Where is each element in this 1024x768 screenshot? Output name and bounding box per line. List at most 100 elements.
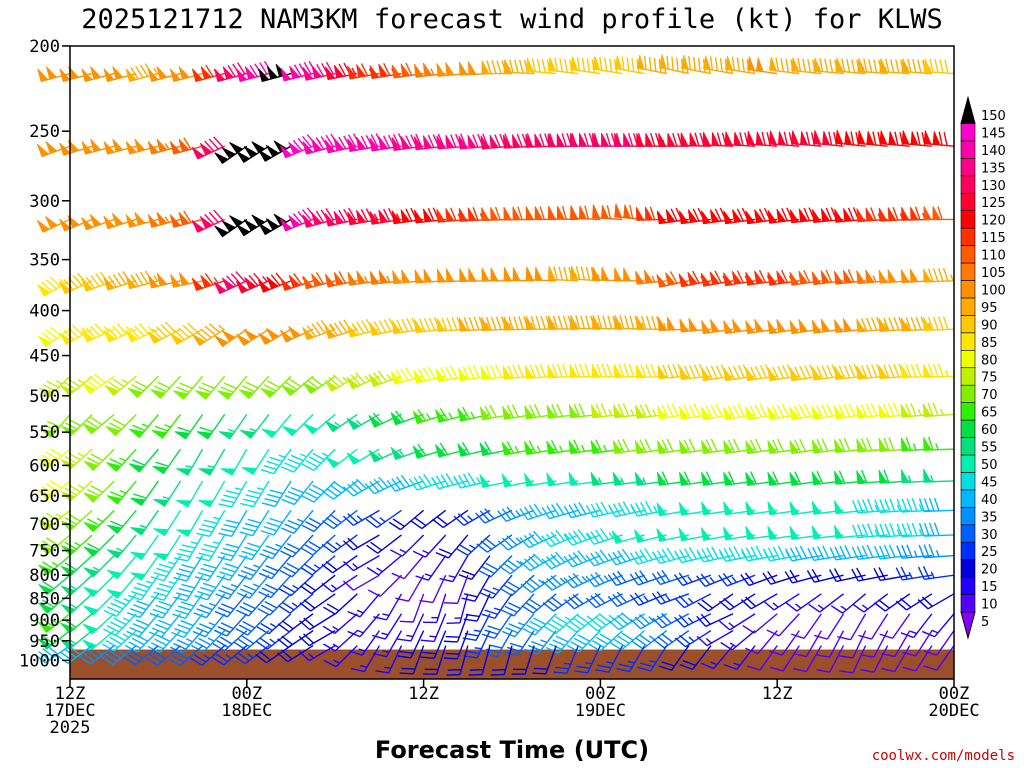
wind-barb (368, 412, 402, 428)
wind-barb (196, 414, 226, 440)
wind-barb (463, 630, 491, 659)
wind-barb (81, 373, 115, 394)
wind-barb (218, 509, 248, 538)
colorbar-label: 40 (981, 493, 998, 508)
wind-barb (881, 645, 911, 673)
wind-barb (375, 645, 403, 674)
wind-barb (191, 630, 226, 653)
wind-barb (38, 509, 71, 531)
wind-barb (637, 645, 668, 672)
x-tick-label: 00Z (231, 684, 262, 704)
wind-barb (923, 206, 954, 221)
wind-barb (547, 205, 579, 221)
wind-barb (38, 480, 71, 501)
colorbar-label: 50 (981, 458, 998, 473)
wind-barb (839, 645, 867, 674)
wind-barb (324, 413, 358, 433)
wind-barb (153, 534, 182, 561)
wind-barb (151, 413, 182, 439)
wind-barb (277, 630, 314, 648)
colorbar-label: 60 (981, 423, 998, 438)
wind-barb (458, 207, 490, 222)
wind-barb (106, 534, 137, 559)
wind-barb (280, 325, 314, 343)
wind-barb (83, 480, 115, 503)
wind-barb (83, 534, 115, 557)
wind-barb (592, 266, 623, 282)
colorbar-label: 75 (981, 371, 998, 386)
wind-barb (609, 630, 646, 651)
wind-barb (658, 132, 689, 147)
y-tick-label: 500 (29, 387, 60, 407)
wind-barb (524, 404, 557, 420)
wind-barb (190, 645, 226, 666)
wind-barb (860, 645, 889, 673)
wind-barb (851, 544, 888, 560)
wind-barb (696, 630, 734, 647)
wind-barb (923, 130, 955, 147)
wind-barb (240, 480, 270, 508)
wind-barb (718, 573, 756, 587)
credit-text: coolwx.com/models (872, 748, 1015, 764)
wind-barb (608, 612, 645, 631)
wind-barb (830, 593, 867, 614)
y-tick-label: 650 (29, 487, 60, 507)
wind-barb (475, 508, 513, 524)
wind-barb (235, 613, 270, 636)
wind-barb (191, 136, 225, 160)
wind-barb (82, 413, 115, 435)
colorbar-swatch (960, 349, 976, 369)
wind-barb (674, 630, 712, 648)
wind-barb (342, 555, 380, 572)
wind-barb (83, 555, 115, 578)
wind-barb (298, 644, 336, 662)
colorbar-label: 20 (981, 563, 998, 578)
colorbar-label: 85 (981, 336, 998, 351)
wind-barb (372, 613, 403, 640)
colorbar-swatch (960, 559, 976, 578)
wind-barb (258, 555, 292, 580)
wind-barb (321, 574, 358, 593)
wind-barb (261, 413, 292, 438)
colorbar-swatch (960, 472, 976, 491)
wind-barb (126, 593, 159, 619)
wind-barb (476, 534, 513, 553)
wind-barb (176, 448, 204, 476)
wind-barb (212, 645, 248, 666)
wind-barb (792, 645, 823, 673)
wind-barb (502, 613, 535, 638)
wind-barb (193, 593, 226, 619)
colorbar-label: 100 (981, 283, 1006, 298)
wind-barb (173, 375, 204, 400)
wind-barb (79, 645, 115, 665)
wind-barb (901, 130, 932, 147)
y-tick-label: 800 (29, 566, 60, 586)
wind-barb (423, 645, 447, 675)
wind-barb (656, 438, 689, 454)
wind-barb (763, 593, 800, 611)
wind-barb (145, 645, 181, 666)
wind-barb (541, 551, 579, 570)
wind-barb (563, 593, 601, 610)
wind-barb (595, 645, 624, 673)
y-tick-label: 200 (29, 37, 60, 57)
wind-barb (636, 55, 667, 75)
wind-barb (365, 509, 402, 529)
wind-barb (282, 413, 314, 437)
wind-barb (303, 413, 336, 435)
wind-barb (436, 207, 468, 223)
wind-barb (60, 574, 93, 597)
wind-barb (789, 319, 822, 335)
colorbar-legend: 5 10 15 20 25 30 35 40 45 50 55 60 65 70 75 80 85 90 95 100… (960, 95, 1006, 640)
wind-barb (346, 448, 380, 465)
wind-barb (373, 630, 403, 658)
wind-barb (128, 448, 159, 473)
colorbar-swatch (960, 576, 976, 595)
wind-barb (260, 375, 292, 398)
y-tick-label: 850 (29, 589, 60, 609)
wind-barb (83, 509, 115, 533)
wind-barb (240, 413, 270, 439)
wind-barb (525, 266, 557, 282)
colorbar-swatch (960, 158, 976, 177)
wind-barb (858, 613, 889, 640)
